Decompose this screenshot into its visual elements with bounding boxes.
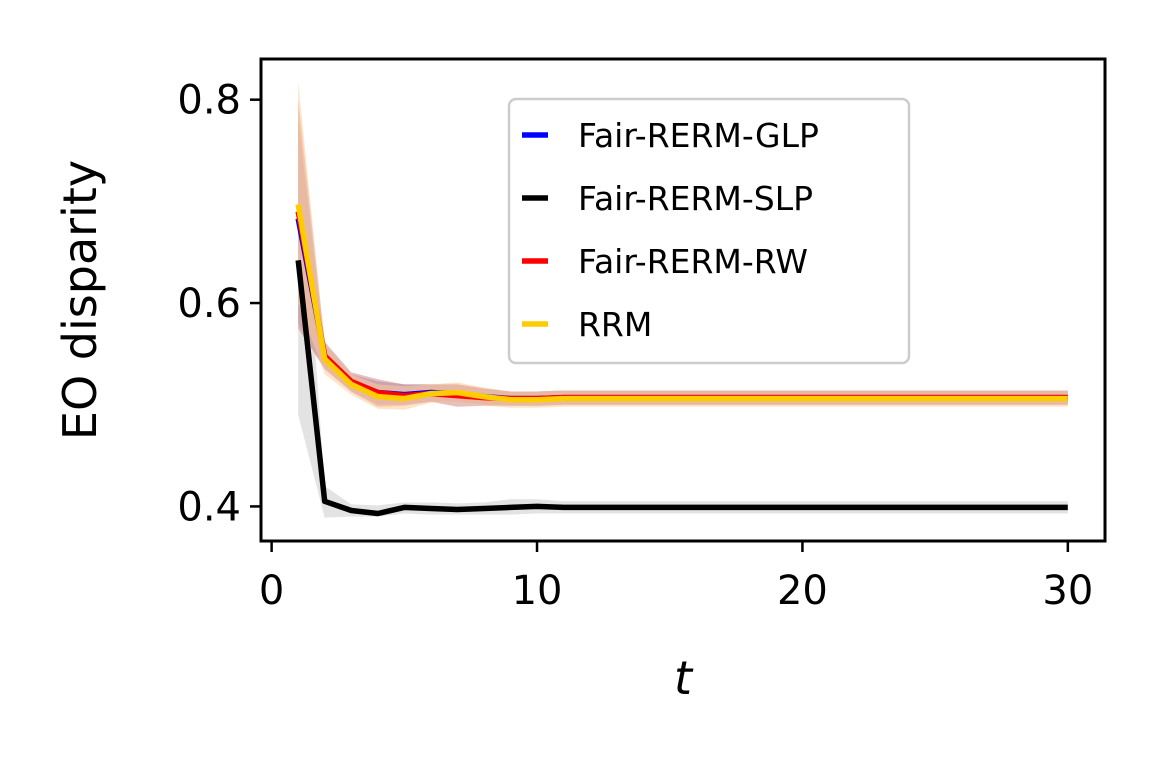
plot-frame [259,57,1107,543]
x-axis-ticks: 0 10 20 30 [259,541,1093,614]
y-axis-title: EO disparity [53,160,107,440]
x-tick-label: 0 [259,568,284,614]
legend: Fair-RERM-GLP Fair-RERM-SLP Fair-RERM-RW RR… [507,97,911,365]
legend-label-rrm: RRM [578,305,652,344]
line-fair-rerm-slp [295,259,1068,517]
x-tick-label: 20 [777,568,828,614]
x-axis-title: t [674,651,694,705]
legend-label-fair-rerm-glp: Fair-RERM-GLP [578,116,819,155]
y-tick-label: 0.4 [177,484,241,530]
legend-label-fair-rerm-rw: Fair-RERM-RW [578,242,808,281]
x-tick-label: 10 [512,568,563,614]
legend-label-fair-rerm-slp: Fair-RERM-SLP [578,179,813,218]
legend-frame [507,97,911,365]
y-axis-ticks: 0.4 0.6 0.8 [177,78,261,530]
y-tick-label: 0.8 [177,78,241,124]
line-rrm [295,203,1068,403]
y-tick-label: 0.6 [177,281,241,327]
series-lines [295,203,1068,517]
x-tick-label: 30 [1042,568,1093,614]
